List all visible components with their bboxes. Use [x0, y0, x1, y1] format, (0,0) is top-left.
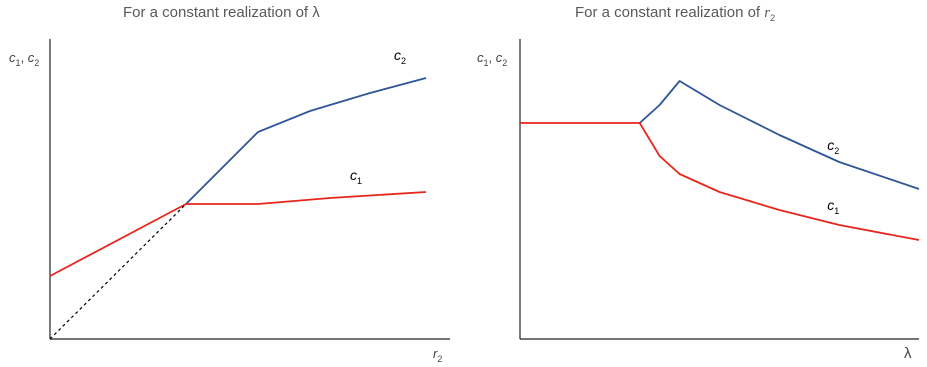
chart-right-plot: c1, c2 λ c2 c1: [477, 39, 920, 362]
chart-right-title: For a constant realization of r2: [575, 4, 776, 23]
series-line-c2: [639, 80, 920, 190]
curve-label-c2: c2: [827, 137, 839, 156]
series-line-c1: [49, 191, 427, 277]
chart-left-title: For a constant realization of λ: [123, 4, 320, 21]
chart-right: For a constant realization of r2 c1, c2 λ…: [463, 0, 927, 367]
series-line-c1: [520, 122, 920, 241]
chart-left-plot: c1, c2 r2 c2 c1: [9, 39, 450, 364]
curve-label-c1: c1: [350, 167, 362, 186]
curve-label-c1: c1: [827, 197, 839, 216]
y-axis-label: c1, c2: [9, 50, 39, 68]
x-axis-label: λ: [904, 345, 912, 362]
series-line-guide: [49, 203, 187, 340]
x-axis-label: r2: [433, 346, 442, 364]
chart-left: For a constant realization of λ c1, c2 r2…: [0, 0, 463, 367]
series-line-c2: [185, 77, 427, 205]
curve-label-c2: c2: [394, 47, 406, 66]
y-axis-label: c1, c2: [477, 50, 507, 68]
